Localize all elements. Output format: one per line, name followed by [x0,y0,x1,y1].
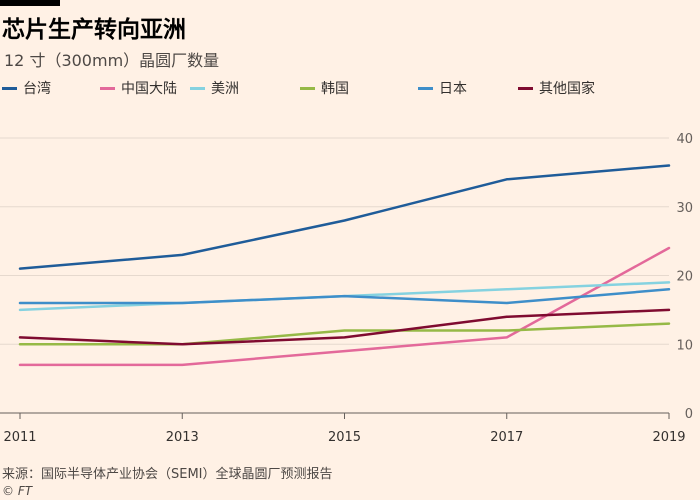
legend-swatch [190,86,205,90]
y-tick-label-0: 0 [685,407,693,422]
ft-top-bar [0,0,60,6]
legend-label: 台湾 [23,81,51,97]
legend-item-3: 韩国 [300,78,349,98]
chart-title: 芯片生产转向亚洲 [2,17,186,43]
legend-swatch [418,86,433,90]
x-tick-label-2015: 2015 [328,430,361,445]
legend-label: 日本 [439,81,467,97]
legend-label: 美洲 [211,81,239,97]
legend-swatch [300,86,315,90]
chart-legend: 台湾 中国大陆 美洲 韩国 日本 其他国家 [0,78,700,98]
legend-label: 其他国家 [539,81,595,97]
y-tick-label-20: 20 [676,270,693,285]
legend-swatch [2,86,17,90]
series-line-3 [18,322,671,346]
x-tick-label-2013: 2013 [166,430,199,445]
legend-label: 中国大陆 [121,81,177,97]
legend-label: 韩国 [321,81,349,97]
x-tick-label-2017: 2017 [490,430,523,445]
x-tick-label-2019: 2019 [652,430,685,445]
y-tick-label-40: 40 [676,132,693,147]
legend-item-0: 台湾 [2,78,51,98]
legend-swatch [518,86,533,90]
ft-credit: © FT [2,484,33,498]
legend-swatch [100,86,115,90]
y-tick-label-10: 10 [676,338,693,353]
legend-item-4: 日本 [418,78,467,98]
x-tick-label-2011: 2011 [3,430,36,445]
legend-item-2: 美洲 [190,78,239,98]
series-line-0 [18,164,671,270]
series-line-4 [18,288,671,305]
source-note: 来源：国际半导体产业协会（SEMI）全球晶圆厂预测报告 [2,467,333,482]
chart-subtitle: 12 寸（300mm）晶圆厂数量 [4,51,220,70]
line-chart: 0 10 20 30 40 2011 2013 2015 2017 2019 [0,132,693,445]
y-tick-label-30: 30 [676,201,693,216]
legend-item-5: 其他国家 [518,78,595,98]
legend-item-1: 中国大陆 [100,78,177,98]
series-line-5 [18,308,671,346]
series-line-1 [18,246,671,367]
